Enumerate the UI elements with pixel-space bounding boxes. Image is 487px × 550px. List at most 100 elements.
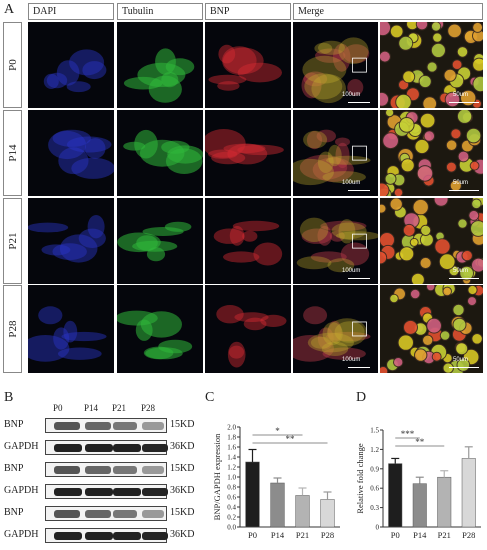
blot-band [85,532,113,540]
x-tick-label: P14 [413,530,427,540]
x-tick-label: P0 [391,530,400,540]
y-tick-label: 0.9 [370,465,379,473]
micrograph-p21-bnp [205,198,291,284]
scale-bar [449,190,479,191]
blot-band [113,422,137,430]
channel-header-merge: Merge [293,3,483,20]
blot-band [54,466,80,474]
micrograph-p14-merge [293,110,378,196]
micrograph-p14-dapi [28,110,114,196]
blot-band [142,510,164,518]
y-tick-label: 0 [376,524,380,532]
y-tick-label: 1.5 [370,427,379,435]
scale-label-zoom: 50um [453,357,469,363]
micrograph-p21-merge-zoom [380,198,483,284]
micrograph-p0-dapi [28,22,114,108]
y-tick-label: 0.6 [227,494,236,502]
bar-p21 [437,476,452,528]
x-tick-label: P21 [438,530,451,540]
blot-band [85,444,113,452]
y-tick-label: 1.4 [227,454,236,462]
bar-p21 [295,495,310,528]
blot-strip-bnp [45,418,167,433]
row-label-p0: P0 [3,22,22,108]
lane-label-p0: P0 [53,403,63,413]
blot-band [54,444,82,452]
scale-label-main: 100um [342,180,361,186]
significance-label: ** [286,434,296,444]
blot-kd-label: 15KD [170,507,195,518]
row-label-p28: P28 [3,285,22,373]
x-tick-label: P28 [462,530,475,540]
blot-band [85,422,111,430]
channel-header-tubulin: Tubulin [117,3,203,20]
blot-label-gapdh: GAPDH [4,441,39,452]
panel-d-letter: D [356,390,367,405]
blot-band [85,488,113,496]
y-tick-label: 1.6 [227,444,236,452]
blot-strip-bnp [45,506,167,521]
micrograph-p21-tubulin [117,198,203,284]
channel-header-dapi: DAPI [28,3,114,20]
blot-kd-label: 15KD [170,419,195,430]
micrograph-p28-tubulin [117,285,203,373]
micrograph-p21-dapi [28,198,114,284]
micrograph-p28-merge [293,285,378,373]
bar-p14 [270,482,285,528]
x-tick-label: P14 [271,530,285,540]
micrograph-p14-merge-zoom [380,110,483,196]
micrograph-p21-merge [293,198,378,284]
micrograph-p28-merge-zoom [380,285,483,373]
bar-p0 [388,463,403,528]
blot-band [113,466,137,474]
blot-kd-label: 36KD [170,485,195,496]
y-tick-label: 0.2 [227,514,236,522]
lane-label-p28: P28 [141,403,156,413]
scale-bar [449,102,479,103]
y-tick-label: 1.8 [227,434,236,442]
scale-bar [449,367,479,368]
micrograph-p0-tubulin [117,22,203,108]
blot-kd-label: 15KD [170,463,195,474]
blot-kd-label: 36KD [170,529,195,540]
bar-p14 [412,483,427,528]
significance-label: * [275,426,280,436]
blot-label-bnp: BNP [4,463,24,474]
blot-band [85,510,111,518]
significance-label: *** [401,429,415,439]
blot-band [113,510,137,518]
bar-p28 [461,458,476,528]
scale-bar [348,278,370,279]
blot-band [85,466,111,474]
x-tick-label: P28 [321,530,334,540]
scale-label-main: 100um [342,268,361,274]
scale-label-zoom: 50um [453,268,469,274]
chart-c-bnp-expression: 0.0 0.2 0.4 0.6 0.8 1.0 1.2 1.4 1.6 1.8 2.0 BNP/GAP… [212,424,340,540]
blot-strip-gapdh [45,528,168,543]
chart-d-relative-fold-change: 0 0.3 0.6 0.9 1.2 1.5 Relative fold change P0 P1… [355,427,481,540]
blot-band [54,422,80,430]
blot-label-bnp: BNP [4,507,24,518]
micrograph-p0-merge-zoom [380,22,483,108]
micrograph-p0-bnp [205,22,291,108]
micrograph-p14-bnp [205,110,291,196]
micrograph-p28-bnp [205,285,291,373]
blot-label-bnp: BNP [4,419,24,430]
panel-b-letter: B [4,390,14,405]
blot-band [54,488,82,496]
blot-band [54,532,82,540]
panel-a-letter: A [4,2,15,17]
blot-band [142,488,168,496]
y-axis-label: Relative fold change [355,443,365,514]
x-tick-label: P0 [248,530,257,540]
scale-label-main: 100um [342,357,361,363]
row-label-p21: P21 [3,198,22,284]
y-axis-label: BNP/GAPDH expression [212,433,222,520]
y-tick-label: 0.4 [227,504,236,512]
bar-p28 [320,499,335,528]
y-tick-label: 0.3 [370,504,379,512]
bar-p0 [245,461,260,528]
y-tick-label: 2.0 [227,424,236,432]
micrograph-p28-dapi [28,285,114,373]
scale-bar [449,278,479,279]
